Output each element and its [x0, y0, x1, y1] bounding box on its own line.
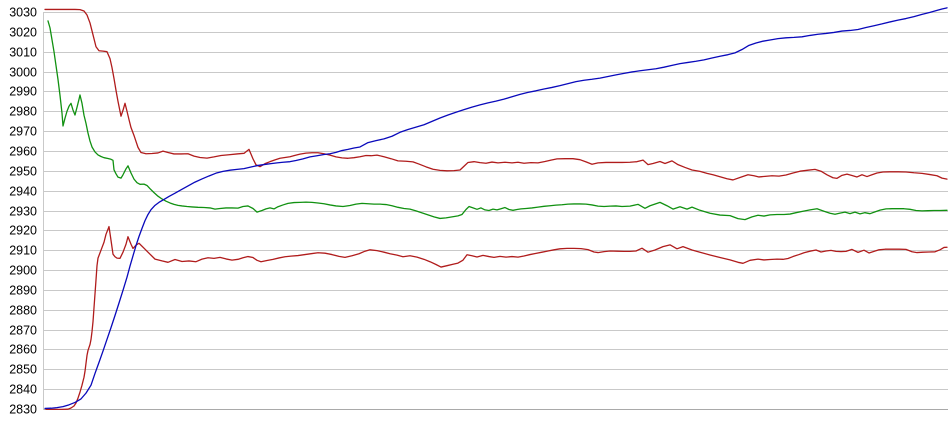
y-axis-tick-label: 3000: [9, 66, 37, 80]
y-axis-tick-label: 2860: [9, 343, 37, 357]
y-axis-tick-label: 2840: [9, 383, 37, 397]
y-axis-tick-label: 2990: [9, 85, 37, 99]
series-lower-red-line: [45, 225, 948, 411]
y-axis-tick-label: 3030: [9, 6, 37, 20]
y-axis-tick-label: 2980: [9, 105, 37, 119]
y-axis-tick-label: 2970: [9, 125, 37, 139]
y-axis-tick-label: 2900: [9, 264, 37, 278]
series-blue-line: [44, 7, 948, 410]
y-axis-tick-label: 2950: [9, 165, 37, 179]
y-axis-tick-label: 2930: [9, 205, 37, 219]
series-green-line: [47, 20, 948, 221]
y-axis-tick-label: 2940: [9, 185, 37, 199]
y-axis-tick-label: 2890: [9, 284, 37, 298]
y-axis-tick-label: 2870: [9, 324, 37, 338]
y-axis-tick-label: 2880: [9, 304, 37, 318]
series-upper-red-line: [44, 8, 948, 181]
y-axis-tick-label: 3020: [9, 26, 37, 40]
y-axis-tick-label: 3010: [9, 46, 37, 60]
y-axis-tick-label: 2850: [9, 363, 37, 377]
y-axis-tick-label: 2830: [9, 403, 37, 417]
y-axis-tick-label: 2910: [9, 244, 37, 258]
y-axis-tick-label: 2960: [9, 145, 37, 159]
y-axis-tick-label: 2920: [9, 224, 37, 238]
